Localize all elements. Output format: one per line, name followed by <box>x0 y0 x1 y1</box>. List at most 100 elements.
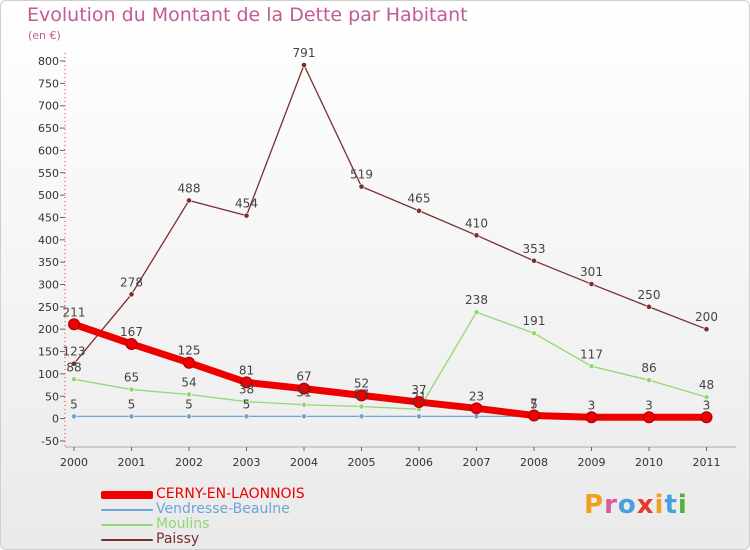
data-point <box>416 207 422 214</box>
data-point <box>473 413 480 420</box>
legend-label: Vendresse-Beaulne <box>156 501 290 517</box>
y-tick-label: 450 <box>38 211 59 224</box>
data-label-paissy: 465 <box>408 192 431 206</box>
data-label-cerny-en-laonnois: 37 <box>411 383 426 397</box>
y-tick-label: 650 <box>38 122 59 135</box>
data-point <box>243 212 250 219</box>
data-label-cerny-en-laonnois: 211 <box>63 305 86 319</box>
series-line <box>73 311 708 410</box>
x-tick-label: 2011 <box>693 456 721 469</box>
legend-label: Paissy <box>156 531 200 547</box>
x-tick-label: 2005 <box>348 456 376 469</box>
data-point <box>703 326 710 333</box>
data-point <box>703 394 710 401</box>
data-label-moulins: 31 <box>296 386 311 400</box>
data-point <box>358 403 365 410</box>
data-point <box>358 413 365 420</box>
data-label-moulins: 38 <box>239 383 254 397</box>
data-point <box>355 389 368 402</box>
y-tick-label: 700 <box>38 100 59 113</box>
y-tick-label: 350 <box>38 256 59 269</box>
data-label-moulins: 54 <box>181 375 196 389</box>
data-point <box>531 257 537 264</box>
data-label-cerny-en-laonnois: 3 <box>703 398 711 412</box>
data-point <box>68 318 80 331</box>
x-tick-label: 2002 <box>175 456 203 469</box>
data-point <box>71 376 77 383</box>
series-line <box>70 320 710 421</box>
data-label-paissy: 250 <box>638 288 661 302</box>
legend-label: Moulins <box>156 516 210 532</box>
x-tick-label: 2007 <box>463 456 491 469</box>
legend-label: CERNY-EN-LAONNOIS <box>156 486 305 502</box>
y-tick-label: 600 <box>38 144 59 157</box>
x-tick-label: 2009 <box>578 456 606 469</box>
data-label-cerny-en-laonnois: 167 <box>120 325 143 339</box>
data-point <box>413 396 425 409</box>
data-label-paissy: 353 <box>523 242 546 256</box>
data-point <box>183 356 195 369</box>
y-tick-label: 300 <box>38 279 59 292</box>
data-label-moulins: 21 <box>411 390 426 404</box>
x-tick-label: 2004 <box>290 456 318 469</box>
data-point <box>473 309 480 316</box>
y-tick-label: 50 <box>45 390 59 403</box>
x-tick-label: 2003 <box>233 456 261 469</box>
data-label-paissy: 454 <box>235 197 258 211</box>
data-point <box>128 386 135 393</box>
x-tick-label: 2001 <box>118 456 146 469</box>
data-point <box>240 376 253 389</box>
data-point <box>416 413 422 420</box>
data-label-paissy: 519 <box>350 168 373 182</box>
data-label-moulins: 27 <box>354 388 369 402</box>
data-point <box>473 232 480 239</box>
data-point <box>528 409 540 422</box>
data-label-cerny-en-laonnois: 23 <box>469 389 484 403</box>
data-point <box>128 291 135 298</box>
data-label-moulins: 88 <box>66 360 81 374</box>
data-point <box>243 413 250 420</box>
data-label-moulins: 65 <box>124 371 139 385</box>
data-label-vendresse-beaulne: 5 <box>530 397 538 411</box>
data-point <box>301 413 307 420</box>
data-label-moulins: 117 <box>580 347 603 361</box>
data-point <box>588 281 595 287</box>
data-label-cerny-en-laonnois: 3 <box>645 398 653 412</box>
data-label-cerny-en-laonnois: 125 <box>178 344 201 358</box>
y-tick-label: 150 <box>38 346 59 359</box>
data-label-cerny-en-laonnois: 3 <box>588 398 596 412</box>
legend-swatch <box>101 509 153 511</box>
data-label-vendresse-beaulne: 5 <box>128 397 136 411</box>
data-point <box>301 401 307 408</box>
x-tick-label: 2000 <box>60 456 88 469</box>
data-label-moulins: 238 <box>465 293 488 307</box>
legend-swatch <box>101 524 153 526</box>
data-point <box>470 402 483 415</box>
data-label-paissy: 410 <box>465 216 488 230</box>
data-label-vendresse-beaulne: 5 <box>70 397 78 411</box>
x-tick-label: 2010 <box>635 456 663 469</box>
data-label-cerny-en-laonnois: 81 <box>239 363 254 377</box>
proxiti-logo: Proxiti <box>584 490 688 520</box>
x-tick-label: 2008 <box>520 456 548 469</box>
data-point <box>531 330 537 337</box>
data-label-paissy: 301 <box>580 265 603 279</box>
y-tick-label: 400 <box>38 234 59 247</box>
series-line <box>73 64 708 365</box>
data-point <box>700 411 713 424</box>
data-label-cerny-en-laonnois: 52 <box>354 376 369 390</box>
data-label-cerny-en-laonnois: 7 <box>530 396 538 410</box>
chart-subtitle: (en €) <box>28 29 61 42</box>
data-point <box>358 183 365 190</box>
series-cerny-en-laonnois <box>68 318 713 424</box>
data-point <box>643 411 655 424</box>
data-point <box>186 197 192 204</box>
data-point <box>298 382 310 395</box>
data-label-moulins: 48 <box>699 378 714 392</box>
data-point <box>588 363 595 370</box>
data-label-paissy: 791 <box>293 46 316 60</box>
y-tick-label: 0 <box>52 413 59 426</box>
data-point <box>186 391 192 398</box>
